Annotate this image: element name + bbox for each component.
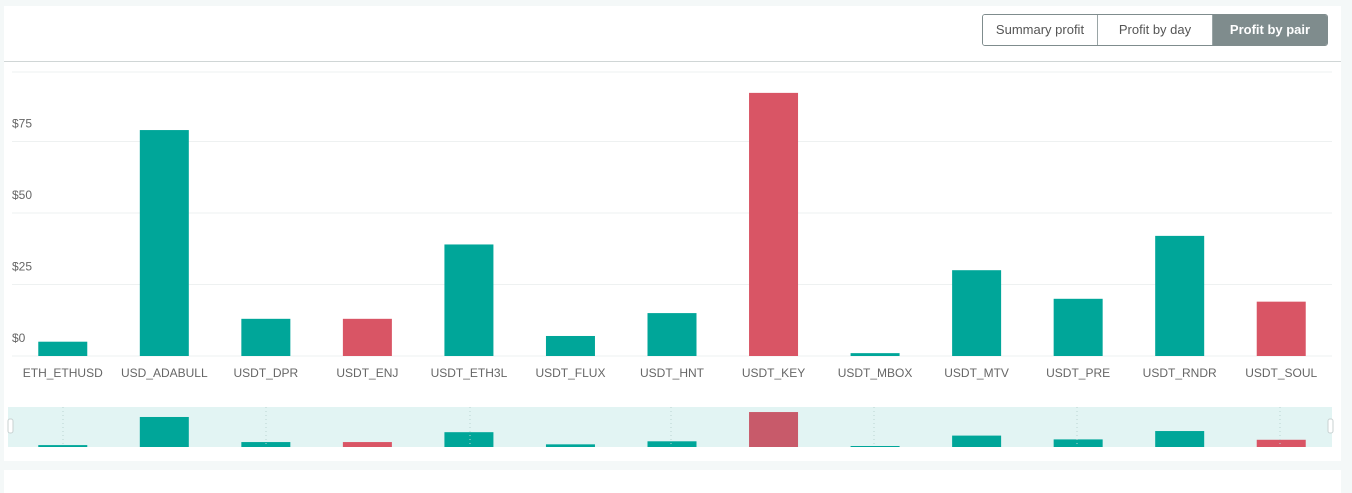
overview-bar xyxy=(241,442,291,447)
overview-bar xyxy=(1256,439,1306,447)
y-tick-label: $25 xyxy=(12,260,32,274)
y-tick-label: $0 xyxy=(12,331,26,345)
overview-handle-right[interactable] xyxy=(1327,418,1334,434)
overview-slider[interactable] xyxy=(7,407,1334,447)
overview-bar xyxy=(444,432,494,447)
bars xyxy=(38,92,1306,356)
bar-usdt_enj[interactable] xyxy=(342,318,392,356)
x-tick-label: USDT_ENJ xyxy=(336,366,398,380)
overview-background xyxy=(8,407,1332,447)
overview-bar xyxy=(647,441,697,447)
x-tick-label: USDT_SOUL xyxy=(1245,366,1317,380)
overview-bar xyxy=(1155,431,1205,447)
bar-usdt_eth3l[interactable] xyxy=(444,244,494,356)
x-tick-label: ETH_ETHUSD xyxy=(23,366,103,380)
bar-usdt_hnt[interactable] xyxy=(647,313,697,356)
overview-bar xyxy=(139,416,189,447)
bar-usdt_mbox[interactable] xyxy=(850,353,900,356)
bar-usdt_mtv[interactable] xyxy=(952,270,1002,356)
overview-bar xyxy=(749,412,799,447)
x-tick-label: USDT_FLUX xyxy=(535,366,605,380)
x-tick-label: USDT_DPR xyxy=(234,366,299,380)
bar-usdt_key[interactable] xyxy=(749,92,799,356)
x-tick-label: USDT_MTV xyxy=(944,366,1009,380)
overview-bar xyxy=(1053,439,1103,447)
y-axis: $0 $25 $50 $75 xyxy=(12,117,32,346)
chart-tabs: Summary profit Profit by day Profit by p… xyxy=(982,14,1328,46)
bar-usdt_pre[interactable] xyxy=(1053,298,1103,356)
bar-usd_adabull[interactable] xyxy=(139,130,189,356)
x-axis: ETH_ETHUSD USD_ADABULL USDT_DPR USDT_ENJ USD… xyxy=(23,366,1318,380)
y-tick-label: $75 xyxy=(12,117,32,131)
overview-bar xyxy=(952,435,1002,447)
overview-bar xyxy=(38,445,88,447)
x-tick-label: USDT_RNDR xyxy=(1143,366,1217,380)
x-tick-label: USDT_ETH3L xyxy=(431,366,508,380)
x-tick-label: USD_ADABULL xyxy=(121,366,208,380)
x-tick-label: USDT_PRE xyxy=(1046,366,1110,380)
x-tick-label: USDT_KEY xyxy=(742,366,805,380)
overview-bar xyxy=(850,446,900,447)
lower-panel xyxy=(4,470,1341,493)
tab-profit-by-pair[interactable]: Profit by pair xyxy=(1213,15,1327,45)
bar-usdt_soul[interactable] xyxy=(1256,301,1306,356)
x-tick-label: USDT_HNT xyxy=(640,366,705,380)
bar-usdt_flux[interactable] xyxy=(545,335,595,356)
tab-profit-by-day[interactable]: Profit by day xyxy=(1098,15,1213,45)
overview-handle-left[interactable] xyxy=(7,418,14,434)
x-tick-label: USDT_MBOX xyxy=(838,366,913,380)
header-divider xyxy=(4,61,1341,62)
bar-usdt_rndr[interactable] xyxy=(1155,235,1205,356)
bar-usdt_dpr[interactable] xyxy=(241,318,291,356)
bar-eth_ethusd[interactable] xyxy=(38,341,88,356)
chart-card xyxy=(4,6,1341,461)
overview-bar xyxy=(342,442,392,447)
y-tick-label: $50 xyxy=(12,188,32,202)
overview-bar xyxy=(545,444,595,447)
tab-summary-profit[interactable]: Summary profit xyxy=(983,15,1098,45)
